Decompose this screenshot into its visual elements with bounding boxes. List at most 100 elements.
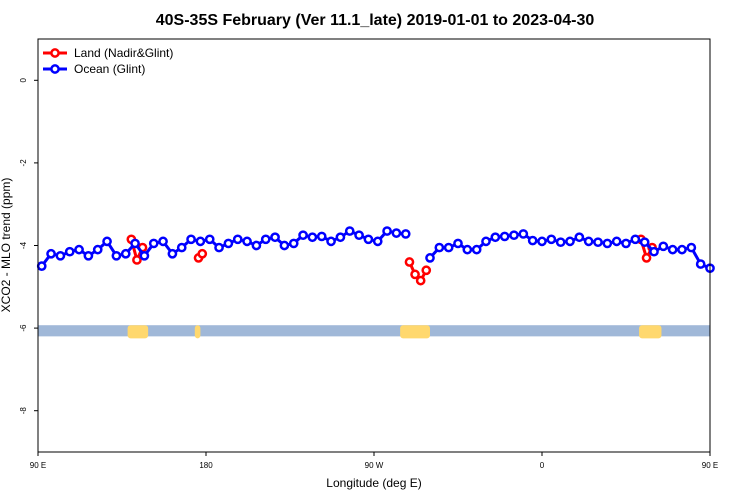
series-1-point [621,238,631,249]
series-1-point [120,248,131,259]
legend: Land (Nadir&Glint) Ocean (Glint) [43,46,173,76]
series-1-point [527,235,538,246]
series-1-point [270,232,280,243]
series-1-point [186,234,196,245]
series-1-line-0 [40,229,406,268]
series-1-point [372,236,383,247]
series-1-point [102,236,112,247]
series-1-point [453,238,463,249]
series-1-point [639,237,650,248]
series-1-point [382,226,392,236]
series-1-point [583,236,594,247]
y-tick-label: -6 [19,324,28,332]
series-1-point [46,248,56,259]
map-strip-ocean [38,325,710,337]
series-1-point [471,244,482,255]
series-1-point [649,246,659,257]
y-tick-label: -8 [19,407,28,415]
series-1-point [481,236,491,247]
series-1-point [83,250,94,261]
series-1-point [695,259,706,269]
series-1-point [167,248,178,259]
series-1-point [316,231,327,242]
y-tick-label: -4 [19,241,28,249]
series-0-point [132,255,142,265]
y-tick-label: -2 [19,159,28,167]
legend-entry-label: Ocean (Glint) [74,62,145,76]
plot-area [36,226,715,339]
series-1-point [499,231,510,242]
y-axis: 0 -2 -4 -6 -8 [19,78,38,415]
series-1-point [425,253,435,263]
map-strip-land-2 [400,325,430,339]
series-0-point [415,275,426,286]
series-1-point [630,234,641,245]
series-1-point [667,244,678,255]
series-1-point [298,230,308,241]
series-1-point [36,261,47,271]
series-1-point [537,236,547,247]
series-1-point [242,236,252,247]
series-1-point [307,232,318,243]
series-1-point [344,226,355,236]
series-1-point [158,236,168,247]
series-1-point [443,242,454,253]
x-axis-label: Longitude (deg E) [326,476,421,490]
series-1-point [195,236,206,247]
series-1-point [509,230,519,241]
series-1-point [223,238,234,249]
legend-swatch-marker [50,48,60,58]
series-1-point [354,230,364,241]
series-0-point [421,265,432,276]
map-strip-land-1 [194,325,201,339]
y-axis-label: XCO2 - MLO trend (ppm) [0,178,13,313]
series-1-point [602,238,613,249]
series-0-point [197,248,208,259]
series-1-point [555,237,566,248]
series-1-point [490,232,501,243]
x-tick-label: 90 E [702,461,718,470]
series-0-point [404,257,415,267]
series-1-point [139,250,150,261]
series-1-point [279,240,290,251]
series-1-point [232,234,243,245]
series-1-point [111,250,122,261]
series-1-point [288,238,299,249]
y-tick-label: 0 [19,78,28,83]
series-1-point [565,236,575,247]
series-1-point [74,244,84,255]
series-1-point [251,240,262,251]
series-1-point [204,234,215,245]
series-1-point [574,232,585,243]
series-1-point [326,236,336,247]
legend-entry-label: Land (Nadir&Glint) [74,46,173,60]
series-1-point [677,244,687,255]
series-1-point [363,234,374,245]
series-1-point [260,234,271,245]
series-1-point [64,246,75,257]
legend-swatch-marker [50,64,60,74]
x-tick-label: 180 [199,461,213,470]
series-1-point [546,234,557,245]
series-1-point [658,241,669,252]
map-strip-land-3 [639,325,662,339]
map-strip-land-0 [127,325,149,339]
x-tick-label: 90 W [365,461,384,470]
series-1-point [92,244,103,255]
series-1-point [148,238,159,249]
x-tick-label: 0 [540,461,545,470]
series-1-point [335,232,346,243]
series-0-point [410,269,420,280]
series-1-point [593,237,603,248]
series-1-point [176,242,187,253]
series-0-point [641,253,652,263]
series-1-point [462,244,473,255]
series-1-point [130,238,140,249]
series-1-point [214,242,224,253]
series-1-point [518,229,529,239]
series-1-point [434,242,445,253]
series-1-point [611,236,622,247]
chart-title: 40S-35S February (Ver 11.1_late) 2019-01… [156,12,595,29]
x-tick-label: 90 E [30,461,46,470]
